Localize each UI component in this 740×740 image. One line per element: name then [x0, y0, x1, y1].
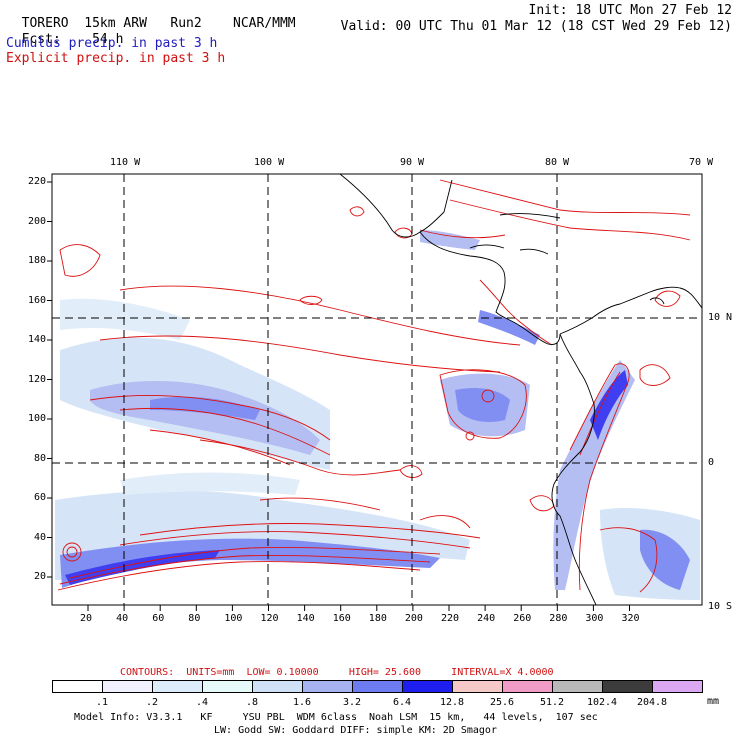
- model-name: TORERO: [21, 16, 69, 31]
- legend-swatch: [502, 680, 553, 693]
- physics-info: LW: Godd SW: Goddard DIFF: simple KM: 2D…: [214, 725, 497, 736]
- y-tick-label: 120: [27, 373, 46, 385]
- lon-label-80w: 80 W: [545, 157, 570, 168]
- legend-label: 1.6: [292, 697, 312, 708]
- legend-swatch: [252, 680, 303, 693]
- init-time: Init: 18 UTC Mon 27 Feb 12: [528, 3, 733, 18]
- y-tick-label: 200: [27, 215, 46, 227]
- x-tick-label: 280: [549, 613, 568, 624]
- x-tick-label: 40: [116, 613, 129, 624]
- legend-label: .2: [145, 697, 159, 708]
- precip-field: [55, 174, 702, 605]
- legend-label: .1: [95, 697, 109, 708]
- coastlines: [339, 174, 702, 605]
- y-tick-label: 20: [33, 571, 46, 582]
- contour-label: CONTOURS:: [120, 667, 175, 678]
- cumulus-field-title: Cumulus precip. in past 3 h: [6, 36, 218, 51]
- y-tick-marks: [47, 181, 52, 578]
- legend-label: 12.8: [439, 697, 465, 708]
- x-tick-label: 300: [585, 613, 604, 624]
- x-tick-label: 160: [332, 613, 351, 624]
- legend-swatch: [552, 680, 603, 693]
- lon-label-90w: 90 W: [400, 157, 425, 168]
- legend-label: .8: [245, 697, 259, 708]
- x-tick-marks: [87, 605, 630, 611]
- y-tick-label: 220: [27, 176, 46, 187]
- forecast-value: 54 h: [92, 32, 124, 47]
- x-tick-label: 140: [296, 613, 315, 624]
- organization: NCAR/MMM: [233, 16, 296, 31]
- x-tick-label: 20: [80, 613, 93, 624]
- explicit-field-title: Explicit precip. in past 3 h: [6, 51, 226, 66]
- contour-high: HIGH= 25.600: [348, 667, 422, 678]
- x-tick-label: 100: [224, 613, 243, 624]
- forecast-hour-line: Fcst: 54 h: [6, 20, 124, 47]
- legend-swatch: [102, 680, 153, 693]
- y-tick-label: 80: [33, 452, 46, 464]
- forecast-label: Fcst:: [21, 32, 61, 47]
- header-title-line: TORERO 15km ARW Run2 NCAR/MMM: [6, 4, 296, 30]
- legend-swatch: [402, 680, 453, 693]
- x-tick-label: 260: [513, 613, 532, 624]
- legend-label: 6.4: [392, 697, 412, 708]
- legend-swatch: [52, 680, 103, 693]
- lon-label-70w: 70 W: [689, 157, 714, 168]
- explicit-contours: [57, 179, 691, 593]
- legend-swatch: [302, 680, 353, 693]
- y-tick-label: 180: [27, 255, 46, 266]
- legend-label: 204.8: [636, 697, 668, 708]
- model-resolution: 15km ARW: [84, 16, 147, 31]
- contour-info: CONTOURS: UNITS=mm LOW= 0.10000 HIGH= 25…: [120, 668, 554, 678]
- latlon-grid: [52, 174, 702, 605]
- legend-label: 102.4: [586, 697, 618, 708]
- y-tick-label: 40: [33, 531, 46, 543]
- contour-low: LOW= 0.10000: [246, 667, 319, 678]
- legend-swatch: [202, 680, 253, 693]
- legend-label: 51.2: [539, 697, 565, 708]
- x-tick-label: 180: [368, 613, 387, 624]
- x-tick-label: 220: [441, 613, 460, 624]
- legend-label: 25.6: [489, 697, 515, 708]
- y-tick-label: 140: [27, 334, 46, 345]
- contour-interval: INTERVAL=X 4.0000: [451, 667, 554, 678]
- model-info: Model Info: V3.3.1 KF YSU PBL WDM 6class…: [74, 712, 598, 723]
- x-tick-label: 60: [152, 613, 165, 624]
- y-tick-label: 160: [27, 294, 46, 306]
- lon-label-100w: 100 W: [254, 157, 285, 168]
- x-tick-label: 240: [477, 613, 496, 624]
- contour-units: UNITS=mm: [186, 667, 235, 678]
- x-tick-label: 200: [404, 613, 423, 624]
- legend-swatch: [152, 680, 203, 693]
- legend-unit: mm: [707, 696, 720, 707]
- lat-label-10n: 10 N: [708, 312, 733, 323]
- run-name: Run2: [170, 16, 202, 31]
- x-tick-label: 80: [188, 613, 201, 624]
- valid-time: Valid: 00 UTC Thu 01 Mar 12 (18 CST Wed …: [340, 19, 732, 34]
- lat-label-0: 0: [708, 457, 715, 468]
- legend-swatch: [352, 680, 403, 693]
- legend-swatch: [452, 680, 503, 693]
- lat-label-10s: 10 S: [708, 601, 733, 612]
- x-tick-label: 320: [621, 613, 640, 624]
- y-tick-label: 100: [27, 413, 46, 424]
- legend-swatch: [652, 680, 703, 693]
- x-tick-label: 120: [260, 613, 279, 624]
- lon-label-110w: 110 W: [110, 157, 141, 168]
- cumulus-shading: [55, 230, 700, 600]
- legend-swatch: [602, 680, 653, 693]
- legend-label: 3.2: [342, 697, 362, 708]
- legend-label: .4: [195, 697, 209, 708]
- y-tick-label: 60: [33, 492, 46, 503]
